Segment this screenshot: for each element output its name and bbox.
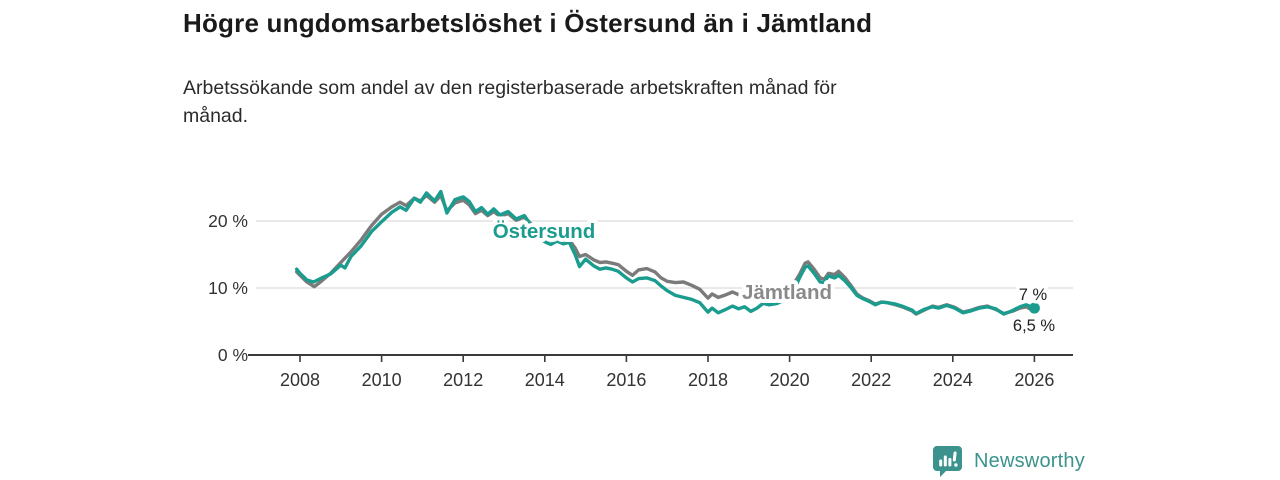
chart-subtitle: Arbetssökande som andel av den registerb… — [183, 77, 837, 127]
x-axis-tick-label: 2026 — [1014, 370, 1054, 390]
bar-chart-speech-bubble-icon — [933, 446, 962, 477]
end-value-label: 7 % — [1019, 286, 1048, 304]
end-value-label: 6,5 % — [1013, 317, 1056, 335]
x-axis-tick-label: 2022 — [851, 370, 891, 390]
brand-name: Newsworthy — [974, 449, 1085, 472]
stersund-line — [295, 189, 1037, 316]
newsworthy-logo[interactable]: Newsworthy — [932, 445, 1085, 477]
series-label: Jämtland — [742, 281, 832, 304]
series-label: Östersund — [493, 220, 596, 243]
series-label: Jämtland — [742, 281, 832, 304]
end-value-label: 6,5 % — [1013, 317, 1056, 335]
y-axis-tick-label: 10 % — [208, 278, 248, 298]
x-axis-tick-label: 2024 — [933, 370, 973, 390]
x-axis-tick-label: 2016 — [606, 370, 646, 390]
end-value-label: 7 % — [1019, 286, 1048, 304]
x-axis-tick-label: 2010 — [362, 370, 402, 390]
x-axis-tick-label: 2008 — [280, 370, 320, 390]
y-axis-tick-label: 0 % — [218, 345, 248, 365]
x-axis-tick-label: 2014 — [525, 370, 565, 390]
chart-title: Högre ungdomsarbetslöshet i Östersund än… — [183, 8, 873, 38]
jmtland-line — [295, 193, 1037, 316]
series-end-dot — [1028, 302, 1040, 314]
x-axis-tick-label: 2012 — [443, 370, 483, 390]
series-label: Östersund — [493, 220, 596, 243]
y-axis-tick-label: 20 % — [208, 211, 248, 231]
x-axis-tick-label: 2018 — [688, 370, 728, 390]
x-axis-tick-label: 2020 — [770, 370, 810, 390]
